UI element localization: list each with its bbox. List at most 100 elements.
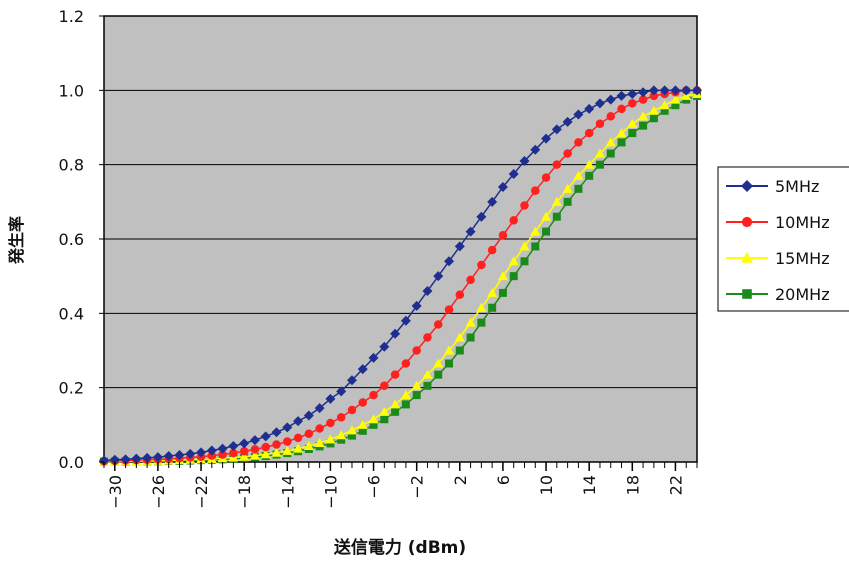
data-point-10mhz <box>444 305 454 314</box>
data-point-5mhz <box>346 375 357 386</box>
data-point-5mhz <box>487 196 498 207</box>
data-point-15mhz <box>670 94 681 104</box>
data-point-15mhz <box>325 434 336 444</box>
y-tick-label: 0.8 <box>59 156 84 175</box>
x-tick-label: −18 <box>235 475 254 509</box>
x-tick-label: −22 <box>192 475 211 509</box>
data-point-20mhz <box>542 227 551 236</box>
data-point-10mhz <box>207 451 217 460</box>
data-point-5mhz <box>390 328 401 339</box>
data-point-10mhz <box>595 119 605 129</box>
data-point-5mhz <box>99 455 109 466</box>
data-point-15mhz <box>260 449 271 459</box>
data-point-20mhz <box>380 415 389 424</box>
data-point-20mhz <box>358 426 367 435</box>
data-point-5mhz <box>444 256 455 267</box>
data-point-10mhz <box>487 245 497 255</box>
data-point-20mhz <box>531 242 540 251</box>
data-point-5mhz <box>422 286 433 297</box>
legend: 5MHz 10MHz 15MHz 20MHz <box>717 166 849 312</box>
y-tick-label: 1.2 <box>59 7 84 26</box>
data-point-15mhz <box>422 369 433 379</box>
data-point-10mhz <box>628 99 637 108</box>
data-point-20mhz <box>347 431 356 440</box>
data-point-10mhz <box>283 437 292 446</box>
legend-item-20mhz: 20MHz <box>726 285 830 304</box>
data-point-15mhz <box>627 118 638 128</box>
data-point-10mhz <box>401 359 411 368</box>
data-point-5mhz <box>530 144 541 155</box>
data-point-20mhz <box>455 346 464 355</box>
data-point-15mhz <box>444 345 455 355</box>
data-point-20mhz <box>391 407 400 416</box>
data-point-5mhz <box>368 352 379 363</box>
data-point-15mhz <box>551 196 562 206</box>
x-tick-label: 22 <box>666 475 685 495</box>
data-point-20mhz <box>628 129 637 138</box>
data-point-15mhz <box>648 105 659 115</box>
data-point-15mhz <box>379 406 390 416</box>
y-tick-label: 0.0 <box>59 453 84 472</box>
legend-item-5mhz: 5MHz <box>726 177 819 196</box>
x-tick-label: 2 <box>451 475 470 485</box>
legend-label-10mhz: 10MHz <box>775 213 830 232</box>
data-point-15mhz <box>465 317 476 327</box>
data-point-15mhz <box>541 211 552 221</box>
data-point-15mhz <box>433 358 444 368</box>
data-point-5mhz <box>217 443 228 454</box>
data-point-20mhz <box>552 212 561 221</box>
data-point-20mhz <box>617 138 626 147</box>
data-point-5mhz <box>174 449 185 460</box>
x-tick-label: 14 <box>580 475 599 495</box>
data-point-15mhz <box>562 183 573 193</box>
data-point-10mhz <box>229 448 238 458</box>
data-point-5mhz <box>594 98 605 109</box>
data-point-5mhz <box>379 341 390 352</box>
data-point-15mhz <box>271 447 282 457</box>
legend-marker-5mhz <box>741 180 753 192</box>
y-tick-label: 0.2 <box>59 379 84 398</box>
data-point-5mhz <box>681 85 692 96</box>
data-point-20mhz <box>574 184 583 193</box>
data-point-5mhz <box>206 445 217 456</box>
data-point-10mhz <box>433 320 443 329</box>
data-point-10mhz <box>574 138 583 147</box>
data-point-15mhz <box>605 137 616 147</box>
data-point-10mhz <box>347 405 357 415</box>
series-layer <box>99 85 702 466</box>
data-point-15mhz <box>681 90 692 100</box>
data-point-5mhz <box>573 109 584 120</box>
x-tick-label: −14 <box>278 475 297 509</box>
data-point-5mhz <box>185 448 196 459</box>
x-tick-label: −30 <box>106 475 125 509</box>
data-point-10mhz <box>380 381 389 391</box>
y-axis-title: 発生率 <box>7 216 26 265</box>
data-point-5mhz <box>142 452 153 463</box>
data-point-5mhz <box>465 226 476 237</box>
data-point-10mhz <box>423 333 432 342</box>
data-point-20mhz <box>466 333 475 342</box>
x-tick-label: −26 <box>149 475 168 509</box>
data-point-5mhz <box>282 422 293 433</box>
data-point-15mhz <box>487 287 498 297</box>
data-point-10mhz <box>520 201 529 210</box>
data-point-10mhz <box>239 446 249 456</box>
data-point-5mhz <box>325 393 336 404</box>
data-point-20mhz <box>585 171 594 180</box>
data-point-15mhz <box>400 390 411 400</box>
data-point-20mhz <box>660 106 669 115</box>
y-tick-label: 0.6 <box>59 230 84 249</box>
data-point-15mhz <box>346 425 357 435</box>
data-point-5mhz <box>357 364 368 375</box>
data-point-10mhz <box>304 429 314 439</box>
data-point-5mhz <box>303 410 314 421</box>
data-point-10mhz <box>336 413 346 422</box>
data-point-5mhz <box>551 124 562 135</box>
data-point-15mhz <box>336 430 347 440</box>
data-point-10mhz <box>638 95 648 104</box>
data-point-10mhz <box>617 104 626 114</box>
data-point-15mhz <box>293 443 304 453</box>
data-point-10mhz <box>369 390 378 400</box>
